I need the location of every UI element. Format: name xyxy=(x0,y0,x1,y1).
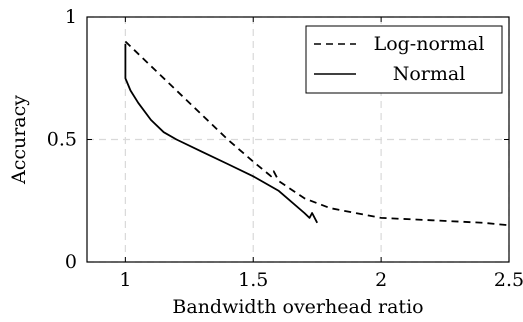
legend-label-normal: Normal xyxy=(393,63,466,85)
tick-marks xyxy=(87,16,510,263)
x-tick-label-0: 1 xyxy=(119,269,131,291)
y-tick-label-1: 0.5 xyxy=(47,129,77,151)
series-layer xyxy=(124,40,510,227)
tick-labels: 1 1.5 2 2.5 0 0.5 1 xyxy=(47,6,523,291)
x-axis-label: Bandwidth overhead ratio xyxy=(172,296,423,318)
x-tick-label-1: 1.5 xyxy=(238,269,268,291)
y-tick-label-0: 0 xyxy=(65,251,77,273)
legend-label-log-normal: Log-normal xyxy=(374,33,485,55)
y-axis-label: Accuracy xyxy=(8,95,30,185)
series-line-log-normal xyxy=(124,40,510,227)
x-tick-label-3: 2.5 xyxy=(494,269,523,291)
legend: Log-normal Normal xyxy=(305,25,503,94)
y-tick-label-2: 1 xyxy=(65,6,77,28)
x-tick-label-2: 2 xyxy=(375,269,387,291)
legend-box xyxy=(305,25,503,94)
series-line-normal xyxy=(124,43,318,224)
